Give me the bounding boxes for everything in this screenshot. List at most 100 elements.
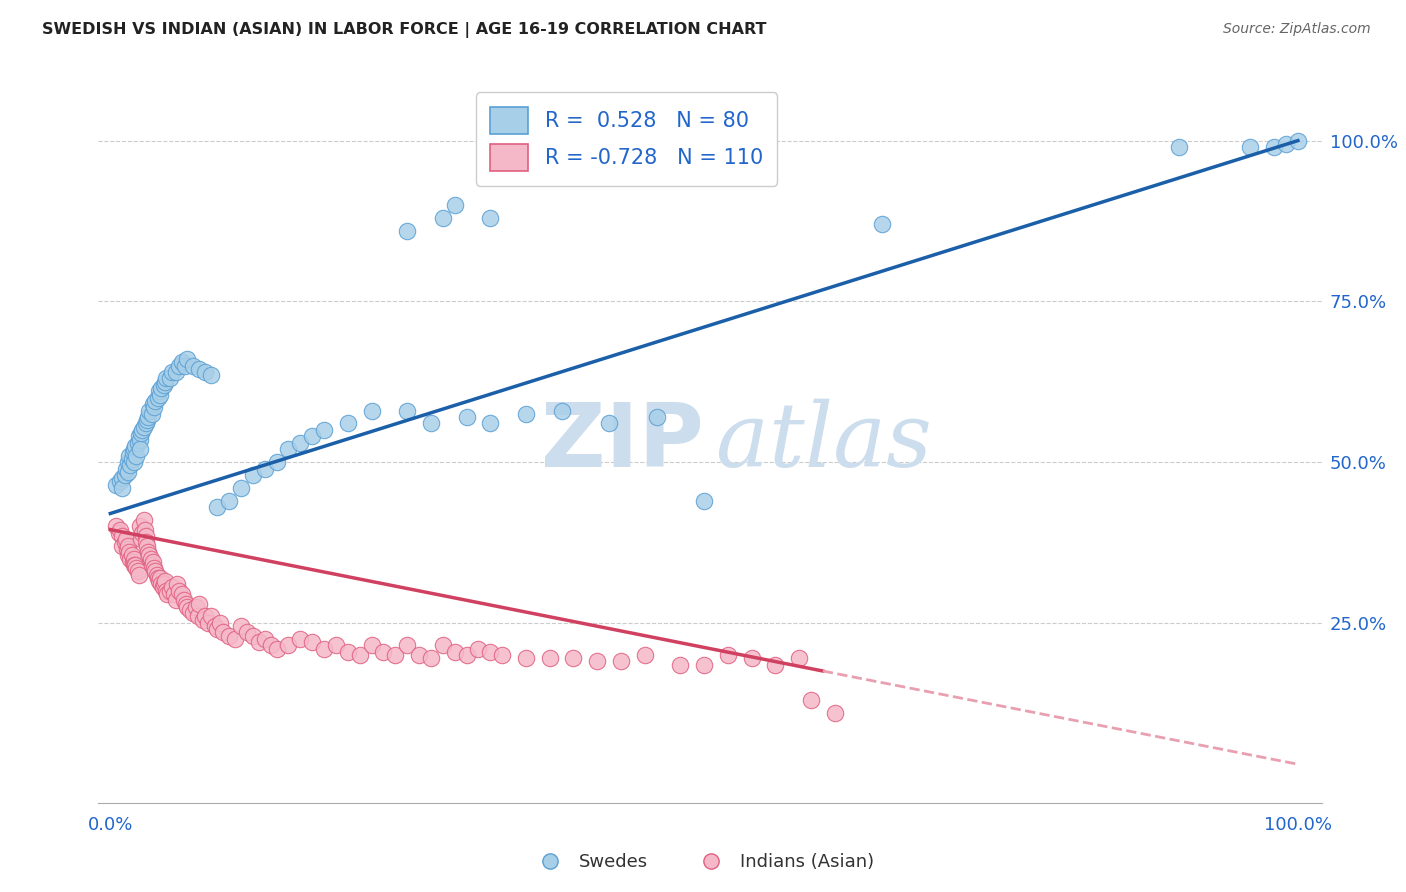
Point xyxy=(515,651,537,665)
Point xyxy=(108,523,131,537)
Point xyxy=(301,429,323,443)
Point xyxy=(121,445,143,459)
Point xyxy=(253,632,276,646)
Point xyxy=(717,648,740,662)
Point xyxy=(301,635,323,649)
Point xyxy=(787,651,810,665)
Point xyxy=(550,403,572,417)
Point xyxy=(420,651,443,665)
Point xyxy=(149,387,172,401)
Point xyxy=(693,657,716,672)
Point xyxy=(121,549,143,563)
Point xyxy=(1275,136,1298,151)
Point xyxy=(266,455,288,469)
Point xyxy=(443,198,465,212)
Point xyxy=(396,638,419,652)
Point xyxy=(114,467,136,482)
Point xyxy=(290,435,312,450)
Point xyxy=(170,587,193,601)
Point xyxy=(129,426,152,441)
Point xyxy=(136,545,159,559)
Point xyxy=(277,638,299,652)
Point xyxy=(135,535,157,549)
Point xyxy=(139,551,162,566)
Point xyxy=(741,651,763,665)
Point xyxy=(159,583,181,598)
Point xyxy=(153,574,176,588)
Point xyxy=(290,632,312,646)
Point xyxy=(173,593,195,607)
Point xyxy=(159,371,181,385)
Point xyxy=(420,417,443,431)
Point xyxy=(122,442,145,457)
Point xyxy=(325,638,347,652)
Point xyxy=(124,558,146,572)
Y-axis label: In Labor Force | Age 16-19: In Labor Force | Age 16-19 xyxy=(0,336,8,556)
Point xyxy=(111,471,134,485)
Point xyxy=(491,648,513,662)
Point xyxy=(150,381,173,395)
Point xyxy=(277,442,299,457)
Point xyxy=(187,609,209,624)
Point xyxy=(152,378,174,392)
Point xyxy=(1239,140,1261,154)
Point xyxy=(562,651,585,665)
Point xyxy=(349,648,371,662)
Point xyxy=(135,417,157,431)
Point xyxy=(111,539,134,553)
Point xyxy=(142,555,165,569)
Point xyxy=(634,648,657,662)
Point xyxy=(128,567,150,582)
Text: ZIP: ZIP xyxy=(541,399,704,486)
Point xyxy=(184,599,207,614)
Point xyxy=(153,375,176,389)
Point xyxy=(145,565,167,579)
Point xyxy=(122,455,145,469)
Point xyxy=(165,365,187,379)
Point xyxy=(824,706,846,720)
Point xyxy=(128,429,150,443)
Point xyxy=(160,581,183,595)
Point xyxy=(179,603,201,617)
Point xyxy=(336,645,359,659)
Point xyxy=(114,533,136,547)
Point xyxy=(143,401,166,415)
Point xyxy=(479,211,502,225)
Point xyxy=(183,359,205,373)
Point xyxy=(360,638,382,652)
Point xyxy=(479,645,502,659)
Point xyxy=(120,458,142,473)
Point xyxy=(118,545,141,559)
Point xyxy=(538,651,561,665)
Point xyxy=(136,539,159,553)
Point xyxy=(176,352,198,367)
Point xyxy=(456,648,478,662)
Point xyxy=(242,629,264,643)
Point xyxy=(149,571,172,585)
Point xyxy=(336,417,359,431)
Point xyxy=(669,657,692,672)
Point xyxy=(266,641,288,656)
Point xyxy=(155,583,177,598)
Point xyxy=(408,648,430,662)
Point xyxy=(122,558,145,572)
Point xyxy=(191,613,214,627)
Text: SWEDISH VS INDIAN (ASIAN) IN LABOR FORCE | AGE 16-19 CORRELATION CHART: SWEDISH VS INDIAN (ASIAN) IN LABOR FORCE… xyxy=(42,22,766,38)
Point xyxy=(586,654,609,668)
Point xyxy=(141,407,163,421)
Point xyxy=(148,384,170,399)
Point xyxy=(176,599,198,614)
Point xyxy=(205,622,228,636)
Point xyxy=(127,565,149,579)
Point xyxy=(183,606,205,620)
Point xyxy=(152,577,174,591)
Point xyxy=(124,439,146,453)
Point xyxy=(247,635,270,649)
Point xyxy=(127,435,149,450)
Point xyxy=(212,625,235,640)
Point xyxy=(122,551,145,566)
Point xyxy=(229,619,252,633)
Point xyxy=(693,493,716,508)
Point xyxy=(167,583,190,598)
Point xyxy=(432,638,454,652)
